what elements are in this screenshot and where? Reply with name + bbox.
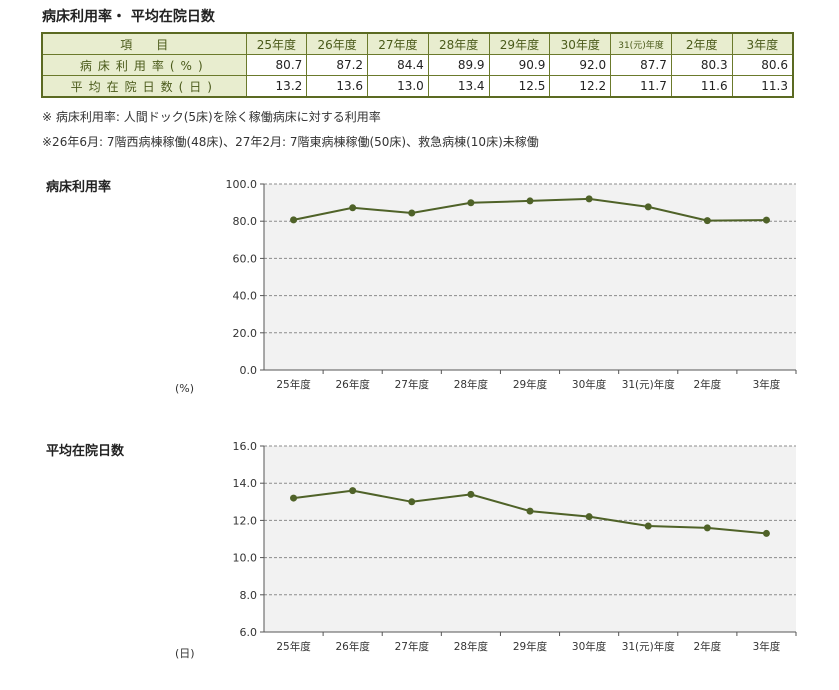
- x-tick-label: 26年度: [335, 640, 370, 653]
- table-cell: 11.7: [610, 75, 672, 98]
- table-cell: 87.2: [306, 54, 369, 76]
- data-point: [349, 204, 357, 212]
- table-cell: 92.0: [549, 54, 612, 76]
- table-cell: 12.5: [488, 75, 551, 98]
- data-point: [644, 203, 652, 211]
- table-col-header: 27年度: [367, 32, 429, 55]
- table-cell: 90.9: [488, 54, 551, 76]
- table-row-label: 平均在院日数(日): [41, 75, 247, 98]
- table-col-header: 30年度: [549, 32, 612, 55]
- table-cell: 13.2: [245, 75, 308, 98]
- table-row: 病床利用率(%) 80.7 87.2 84.4 89.9 90.9 92.0 8…: [41, 54, 794, 76]
- y-tick-label: 80.0: [233, 215, 258, 228]
- data-point: [467, 199, 475, 207]
- chart-unit-label: (%): [175, 382, 195, 395]
- table-cell: 80.3: [670, 54, 733, 76]
- data-point: [762, 529, 770, 537]
- data-point: [703, 524, 711, 532]
- data-point: [585, 513, 593, 521]
- table-col-header: 31(元)年度: [610, 32, 672, 55]
- table-col-header: 28年度: [427, 32, 490, 55]
- plot-area: [264, 446, 796, 632]
- table-col-header: 2年度: [670, 32, 733, 55]
- x-tick-label: 28年度: [454, 378, 489, 391]
- stats-table: 項 目 25年度 26年度 27年度 28年度 29年度 30年度 31(元)年…: [41, 32, 794, 98]
- table-col-header: 29年度: [488, 32, 551, 55]
- data-point: [762, 216, 770, 224]
- x-tick-label: 27年度: [395, 640, 430, 653]
- x-tick-label: 2年度: [693, 640, 721, 653]
- x-tick-label: 28年度: [454, 640, 489, 653]
- data-point: [290, 494, 298, 502]
- data-point: [349, 487, 357, 495]
- table-cell: 11.3: [731, 75, 794, 98]
- y-tick-label: 60.0: [233, 252, 258, 265]
- table-col-header: 25年度: [245, 32, 308, 55]
- data-point: [644, 522, 652, 530]
- x-tick-label: 25年度: [276, 378, 311, 391]
- y-tick-label: 40.0: [233, 290, 258, 303]
- table-row: 平均在院日数(日) 13.2 13.6 13.0 13.4 12.5 12.2 …: [41, 75, 794, 98]
- x-tick-label: 30年度: [572, 378, 607, 391]
- table-cell: 84.4: [367, 54, 429, 76]
- table-cell: 13.6: [306, 75, 369, 98]
- table-header-label: 項 目: [41, 32, 247, 55]
- x-tick-label: 3年度: [753, 378, 781, 391]
- note-bed-rate: ※ 病床利用率: 人間ドック(5床)を除く稼働病床に対する利用率: [42, 110, 381, 124]
- table-cell: 12.2: [549, 75, 612, 98]
- table-col-header: 26年度: [306, 32, 369, 55]
- x-tick-label: 31(元)年度: [622, 640, 676, 653]
- data-point: [408, 498, 416, 506]
- y-tick-label: 12.0: [233, 514, 258, 527]
- table-header-row: 項 目 25年度 26年度 27年度 28年度 29年度 30年度 31(元)年…: [41, 32, 794, 55]
- average-stay-chart: 6.0 8.0 10.0 12.0 14.0 16.0 25年度 26年度 27年度 28年度 29…: [233, 440, 797, 653]
- table-cell: 11.6: [670, 75, 733, 98]
- data-point: [526, 507, 534, 515]
- x-tick-label: 26年度: [335, 378, 370, 391]
- x-tick-label: 29年度: [513, 378, 548, 391]
- y-tick-label: 0.0: [240, 364, 258, 377]
- y-tick-label: 14.0: [233, 477, 258, 490]
- chart-title: 病床利用率: [46, 180, 112, 195]
- table-col-header: 3年度: [731, 32, 794, 55]
- y-tick-label: 16.0: [233, 440, 258, 453]
- x-tick-label: 2年度: [693, 378, 721, 391]
- table-cell: 87.7: [610, 54, 672, 76]
- y-tick-label: 20.0: [233, 327, 258, 340]
- table-cell: 80.6: [731, 54, 794, 76]
- data-point: [290, 216, 298, 224]
- data-point: [526, 197, 534, 205]
- table-cell: 80.7: [245, 54, 308, 76]
- data-point: [408, 209, 416, 217]
- data-point: [467, 490, 475, 498]
- x-tick-label: 3年度: [753, 640, 781, 653]
- table-row-label: 病床利用率(%): [41, 54, 247, 76]
- plot-area: [264, 184, 796, 370]
- bed-utilization-chart: 0.0 20.0 40.0 60.0 80.0 100.0 25年度 26年度 27年度 28年度…: [226, 178, 797, 391]
- x-tick-label: 30年度: [572, 640, 607, 653]
- x-tick-label: 25年度: [276, 640, 311, 653]
- page-title: 病床利用率・ 平均在院日数: [42, 9, 215, 25]
- y-tick-label: 10.0: [233, 552, 258, 565]
- x-tick-label: 29年度: [513, 640, 548, 653]
- note-ward-history: ※26年6月: 7階西病棟稼働(48床)、27年2月: 7階東病棟稼働(50床)…: [42, 135, 539, 149]
- table-cell: 89.9: [427, 54, 490, 76]
- table-cell: 13.0: [367, 75, 429, 98]
- table-cell: 13.4: [427, 75, 490, 98]
- chart-unit-label: (日): [175, 647, 195, 660]
- y-tick-label: 100.0: [226, 178, 258, 191]
- chart-title: 平均在院日数: [46, 444, 125, 459]
- data-point: [585, 195, 593, 203]
- x-tick-label: 27年度: [395, 378, 430, 391]
- y-tick-label: 6.0: [240, 626, 258, 639]
- y-tick-label: 8.0: [240, 589, 258, 602]
- x-tick-label: 31(元)年度: [622, 378, 676, 391]
- data-point: [703, 217, 711, 225]
